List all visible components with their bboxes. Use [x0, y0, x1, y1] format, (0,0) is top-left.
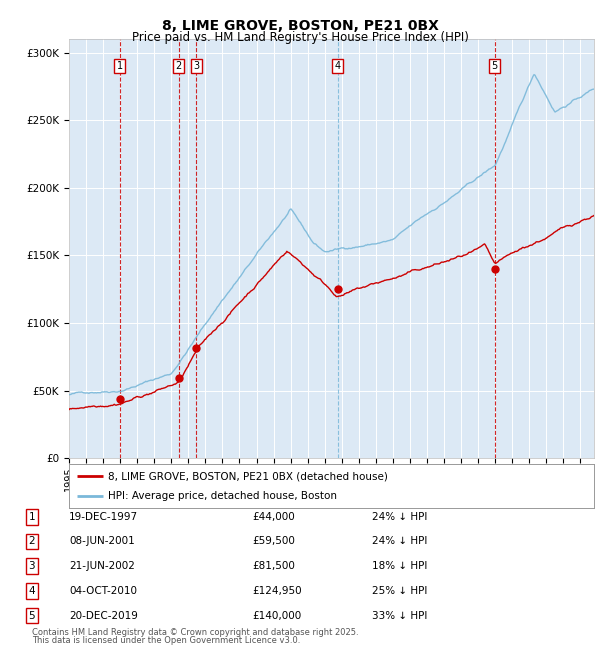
Text: 08-JUN-2001: 08-JUN-2001: [69, 536, 135, 547]
Text: 21-JUN-2002: 21-JUN-2002: [69, 561, 135, 571]
Text: 20-DEC-2019: 20-DEC-2019: [69, 610, 138, 621]
Text: 4: 4: [335, 61, 341, 71]
Text: 24% ↓ HPI: 24% ↓ HPI: [372, 536, 427, 547]
Text: 2: 2: [176, 61, 182, 71]
Text: £140,000: £140,000: [252, 610, 301, 621]
Text: 19-DEC-1997: 19-DEC-1997: [69, 512, 138, 522]
Text: 24% ↓ HPI: 24% ↓ HPI: [372, 512, 427, 522]
Point: [174, 372, 184, 383]
Text: Price paid vs. HM Land Registry's House Price Index (HPI): Price paid vs. HM Land Registry's House …: [131, 31, 469, 44]
Text: 2: 2: [28, 536, 35, 547]
Text: 5: 5: [28, 610, 35, 621]
Text: 8, LIME GROVE, BOSTON, PE21 0BX (detached house): 8, LIME GROVE, BOSTON, PE21 0BX (detache…: [109, 471, 388, 481]
Text: 1: 1: [28, 512, 35, 522]
Point: [191, 343, 201, 353]
Text: £44,000: £44,000: [252, 512, 295, 522]
Text: 25% ↓ HPI: 25% ↓ HPI: [372, 586, 427, 596]
Text: 04-OCT-2010: 04-OCT-2010: [69, 586, 137, 596]
Text: Contains HM Land Registry data © Crown copyright and database right 2025.: Contains HM Land Registry data © Crown c…: [32, 628, 358, 637]
Text: 18% ↓ HPI: 18% ↓ HPI: [372, 561, 427, 571]
Text: £124,950: £124,950: [252, 586, 302, 596]
Text: £81,500: £81,500: [252, 561, 295, 571]
Text: This data is licensed under the Open Government Licence v3.0.: This data is licensed under the Open Gov…: [32, 636, 300, 645]
Text: HPI: Average price, detached house, Boston: HPI: Average price, detached house, Bost…: [109, 491, 337, 501]
Text: 1: 1: [116, 61, 122, 71]
Text: 5: 5: [491, 61, 498, 71]
Text: 8, LIME GROVE, BOSTON, PE21 0BX: 8, LIME GROVE, BOSTON, PE21 0BX: [161, 20, 439, 34]
Text: £59,500: £59,500: [252, 536, 295, 547]
Text: 3: 3: [28, 561, 35, 571]
Point: [115, 393, 124, 404]
Text: 3: 3: [193, 61, 199, 71]
Point: [333, 284, 343, 294]
Text: 33% ↓ HPI: 33% ↓ HPI: [372, 610, 427, 621]
Text: 4: 4: [28, 586, 35, 596]
Point: [490, 264, 499, 274]
